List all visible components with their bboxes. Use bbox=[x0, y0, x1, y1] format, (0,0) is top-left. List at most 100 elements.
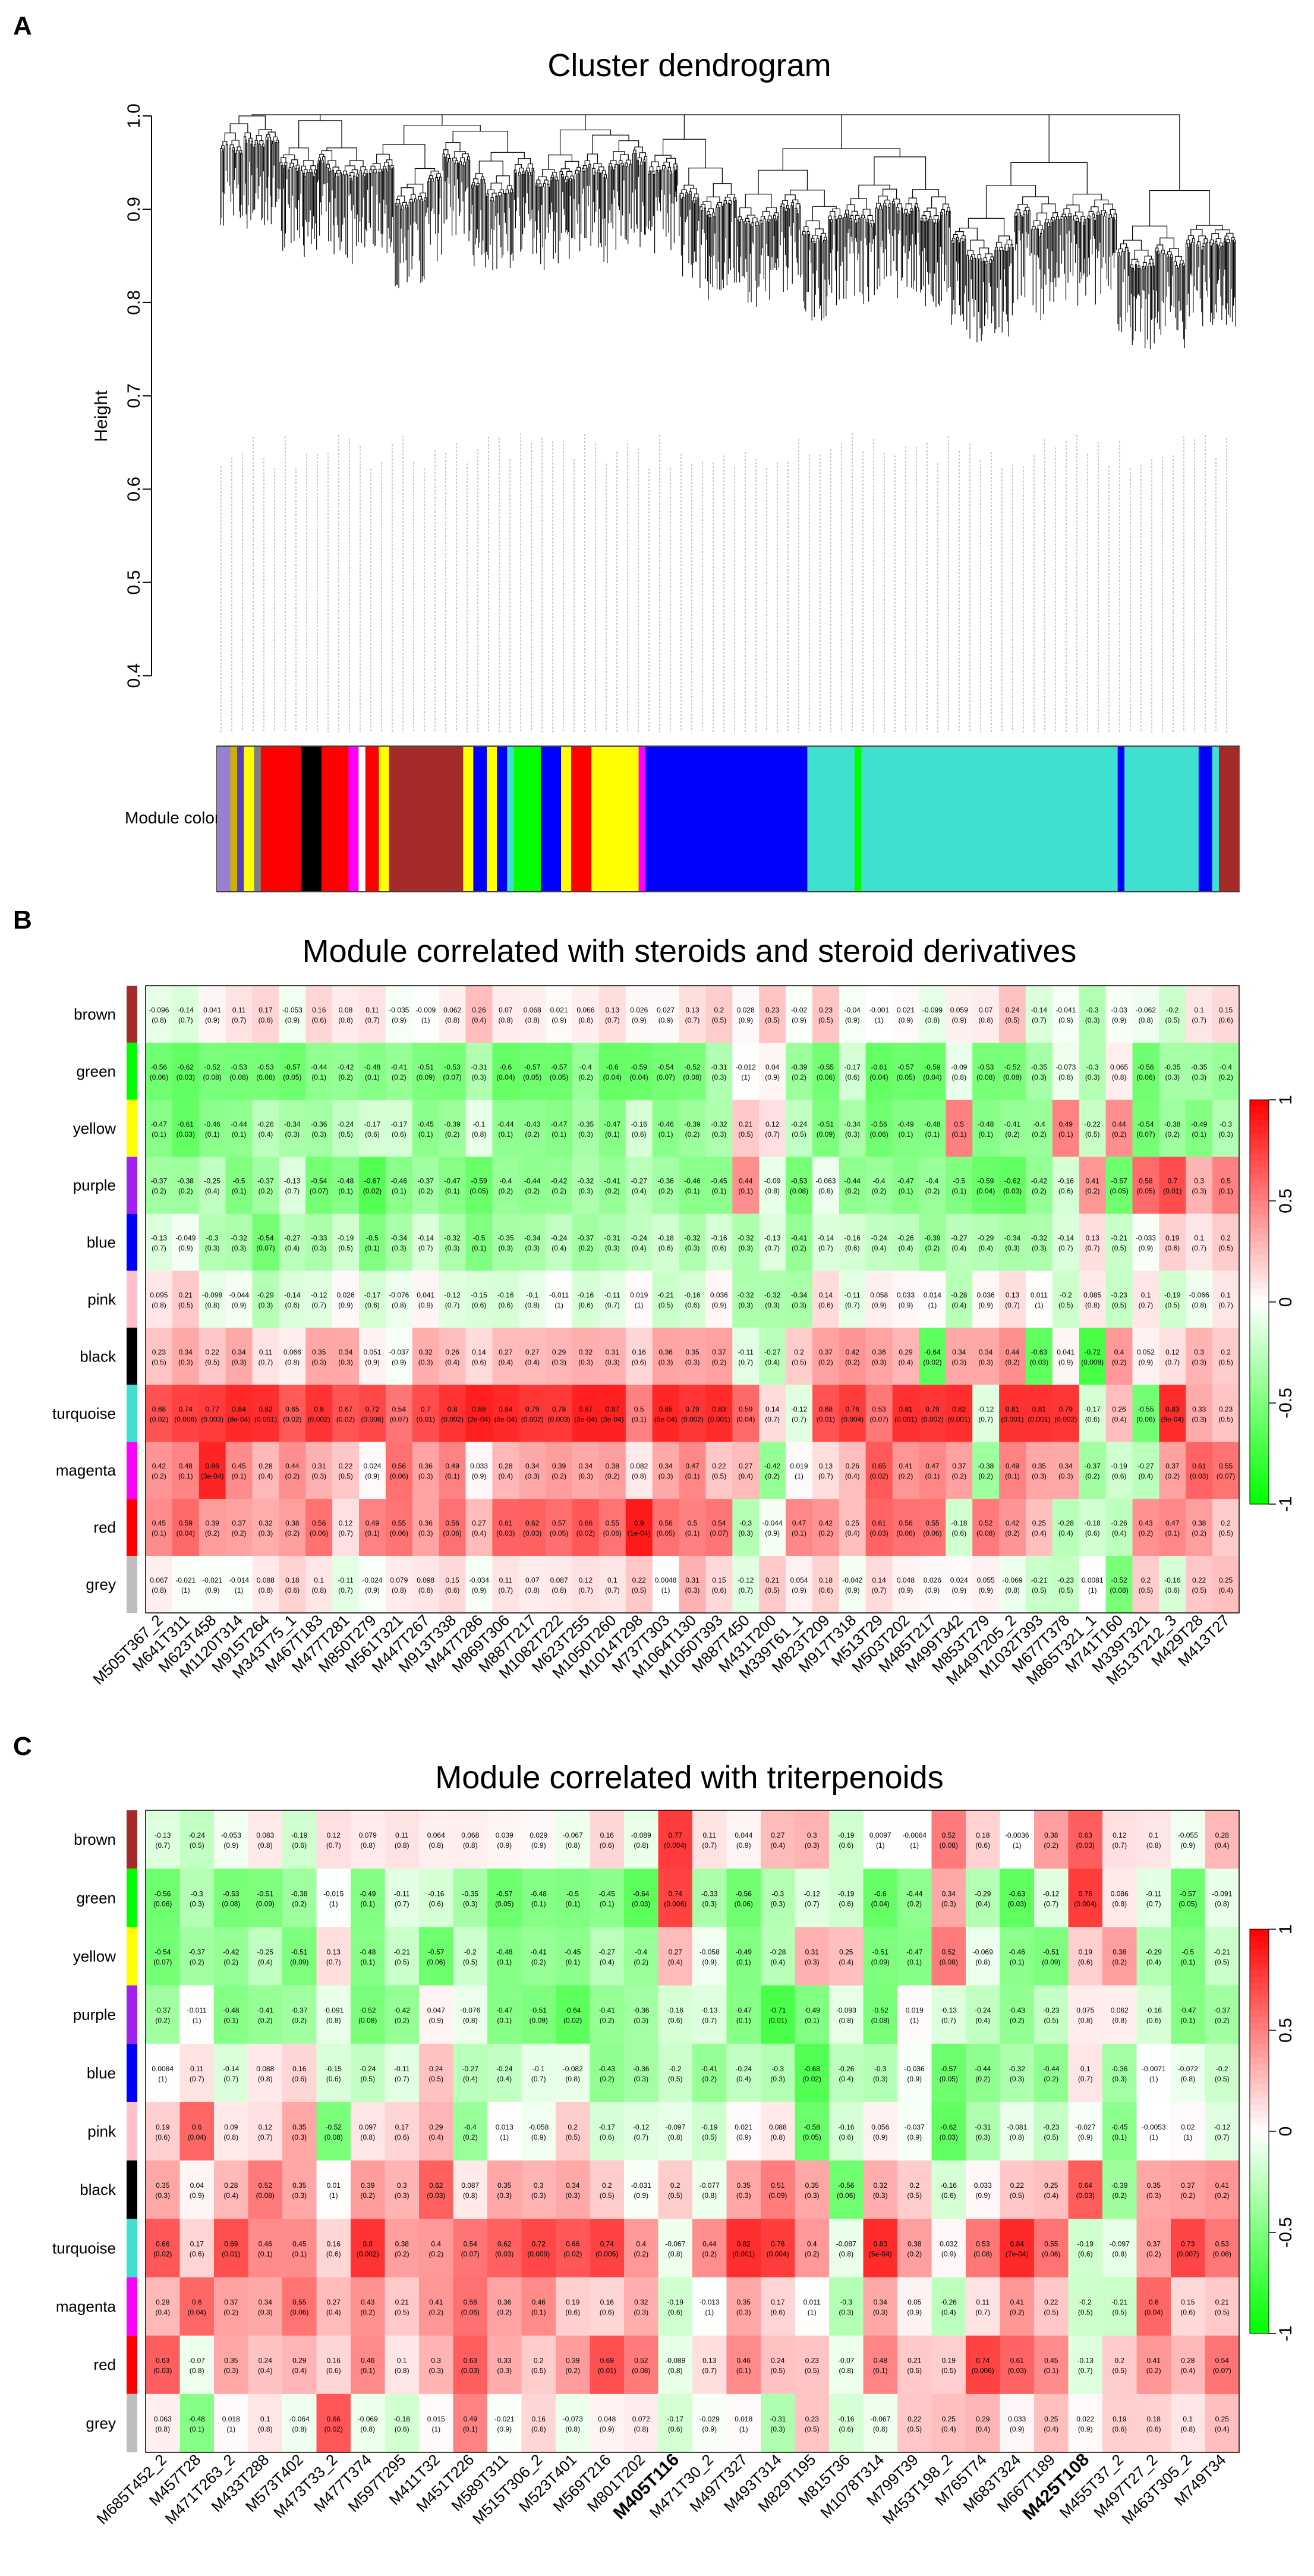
heatmap-cell bbox=[812, 1499, 840, 1556]
cell-correlation: 0.45 bbox=[1044, 2357, 1058, 2365]
cell-correlation: 0.19 bbox=[1079, 1948, 1093, 1956]
heatmap-cell bbox=[282, 2102, 317, 2161]
heatmap-cell bbox=[439, 1442, 466, 1499]
cell-correlation: 0.55 bbox=[292, 2298, 307, 2307]
cell-correlation: 0.36 bbox=[497, 2298, 512, 2307]
row-color-swatch bbox=[127, 1099, 137, 1157]
heatmap-cell bbox=[732, 1270, 760, 1328]
cell-pvalue: (0.001) bbox=[1028, 1415, 1050, 1423]
cell-pvalue: (0.1) bbox=[232, 1130, 247, 1138]
legend-gradient-step bbox=[1250, 1490, 1269, 1498]
cell-pvalue: (0.2) bbox=[765, 1472, 780, 1480]
cell-pvalue: (0.3) bbox=[285, 1130, 300, 1138]
cell-pvalue: (0.9) bbox=[205, 1016, 220, 1024]
cell-pvalue: (3e-04) bbox=[601, 1415, 624, 1423]
cell-correlation: 0.41 bbox=[1215, 2181, 1230, 2190]
cell-pvalue: (0.9) bbox=[531, 2133, 546, 2141]
heatmap-cell bbox=[1159, 1213, 1186, 1271]
cell-pvalue: (0.04) bbox=[603, 1073, 622, 1081]
cell-pvalue: (0.6) bbox=[632, 1358, 647, 1366]
cell-pvalue: (0.9) bbox=[365, 1358, 380, 1366]
cell-pvalue: (0.03) bbox=[1076, 2191, 1095, 2200]
cell-pvalue: (0.9) bbox=[1180, 1841, 1195, 1850]
module-color-segment bbox=[389, 747, 464, 891]
heatmap-cell bbox=[786, 1442, 813, 1499]
cell-correlation: -0.34 bbox=[524, 1234, 541, 1243]
cell-pvalue: (0.9) bbox=[338, 1301, 353, 1310]
cell-correlation: 0.69 bbox=[224, 2240, 238, 2248]
cell-correlation: -0.57 bbox=[284, 1063, 301, 1071]
cell-correlation: -0.37 bbox=[418, 1177, 434, 1185]
cell-correlation: 0.81 bbox=[899, 1405, 913, 1413]
cell-correlation: 0.036 bbox=[710, 1291, 728, 1300]
row-color-swatch bbox=[127, 2335, 137, 2394]
cell-correlation: -0.32 bbox=[738, 1291, 754, 1300]
heatmap-cell bbox=[412, 1328, 440, 1385]
cell-correlation: -0.27 bbox=[284, 1234, 301, 1243]
cell-correlation: -0.091 bbox=[323, 2006, 344, 2015]
cell-pvalue: (0.6) bbox=[839, 2133, 853, 2141]
cell-correlation: 0.039 bbox=[496, 1831, 513, 1839]
cell-correlation: -0.11 bbox=[338, 1576, 354, 1584]
cell-pvalue: (0.7) bbox=[578, 1586, 593, 1594]
heatmap-cell bbox=[966, 2160, 1000, 2219]
heatmap-cell bbox=[487, 2219, 522, 2278]
cell-correlation: -0.52 bbox=[872, 2006, 889, 2015]
heatmap-cell bbox=[972, 1442, 1000, 1499]
cell-pvalue: (0.9) bbox=[531, 1841, 546, 1850]
cell-pvalue: (0.02) bbox=[563, 2250, 582, 2258]
heatmap-cell bbox=[598, 1328, 626, 1385]
cell-pvalue: (0.02) bbox=[153, 2250, 172, 2258]
legend-gradient-step bbox=[1250, 1228, 1269, 1235]
cell-correlation: 0.18 bbox=[1147, 2415, 1161, 2423]
legend-gradient-step bbox=[1250, 2185, 1269, 2193]
cell-correlation: 0.075 bbox=[1076, 2006, 1094, 2015]
cell-correlation: 0.14 bbox=[765, 1405, 780, 1413]
cell-pvalue: (0.9) bbox=[392, 1016, 407, 1024]
heatmap-cell bbox=[412, 1213, 440, 1271]
cell-pvalue: (0.05) bbox=[283, 1073, 301, 1081]
cell-pvalue: (0.03) bbox=[177, 1130, 195, 1138]
cell-pvalue: (0.5) bbox=[205, 1358, 220, 1366]
cell-pvalue: (0.8) bbox=[632, 1472, 647, 1480]
legend-gradient-step bbox=[1250, 2326, 1269, 2334]
heatmap-cell bbox=[865, 1556, 893, 1613]
cell-correlation: 0.34 bbox=[259, 2298, 273, 2307]
cell-correlation: -0.47 bbox=[604, 1120, 621, 1128]
cell-pvalue: (8e-04) bbox=[494, 1415, 518, 1423]
heatmap-cell bbox=[1034, 2102, 1069, 2161]
cell-pvalue: (0.6) bbox=[951, 1529, 966, 1537]
cell-correlation: 0.028 bbox=[737, 1006, 755, 1014]
heatmap-cell bbox=[999, 1385, 1026, 1442]
cell-correlation: -0.49 bbox=[804, 2006, 821, 2015]
heatmap-cell bbox=[1025, 1499, 1053, 1556]
cell-correlation: -0.037 bbox=[905, 2123, 925, 2131]
cell-pvalue: (0.08) bbox=[358, 2017, 377, 2025]
cell-pvalue: (0.6) bbox=[600, 2133, 615, 2141]
heatmap-cell bbox=[279, 1499, 306, 1556]
legend-tick-label: -1 bbox=[1276, 1496, 1296, 1512]
cell-pvalue: (0.4) bbox=[1044, 2425, 1058, 2433]
cell-correlation: -0.54 bbox=[311, 1177, 327, 1185]
cell-correlation: -0.042 bbox=[842, 1576, 862, 1584]
heatmap-cell bbox=[214, 1927, 248, 1986]
cell-pvalue: (0.3) bbox=[765, 1301, 780, 1310]
heatmap-cell bbox=[172, 1328, 200, 1385]
cell-correlation: 0.5 bbox=[688, 1519, 698, 1527]
cell-pvalue: (0.1) bbox=[685, 1529, 700, 1537]
legend-gradient-step bbox=[1250, 2313, 1269, 2320]
cell-correlation: -0.1 bbox=[473, 1120, 486, 1128]
heatmap-cell bbox=[931, 1810, 966, 1869]
heatmap-cell bbox=[1052, 1042, 1080, 1100]
cell-pvalue: (0.9) bbox=[1078, 2133, 1093, 2141]
cell-correlation: 0.26 bbox=[472, 1006, 486, 1014]
heatmap-cell bbox=[624, 1985, 658, 2045]
legend-gradient-step bbox=[1250, 1153, 1269, 1161]
legend-gradient-step bbox=[1250, 1187, 1269, 1195]
cell-correlation: 0.55 bbox=[925, 1519, 940, 1527]
heatmap-cell bbox=[146, 1810, 180, 1869]
cell-correlation: -0.21 bbox=[1031, 1576, 1048, 1584]
cell-correlation: 0.66 bbox=[566, 2240, 580, 2248]
cell-pvalue: (0.6) bbox=[326, 2250, 341, 2258]
cell-correlation: -0.54 bbox=[657, 1063, 674, 1071]
